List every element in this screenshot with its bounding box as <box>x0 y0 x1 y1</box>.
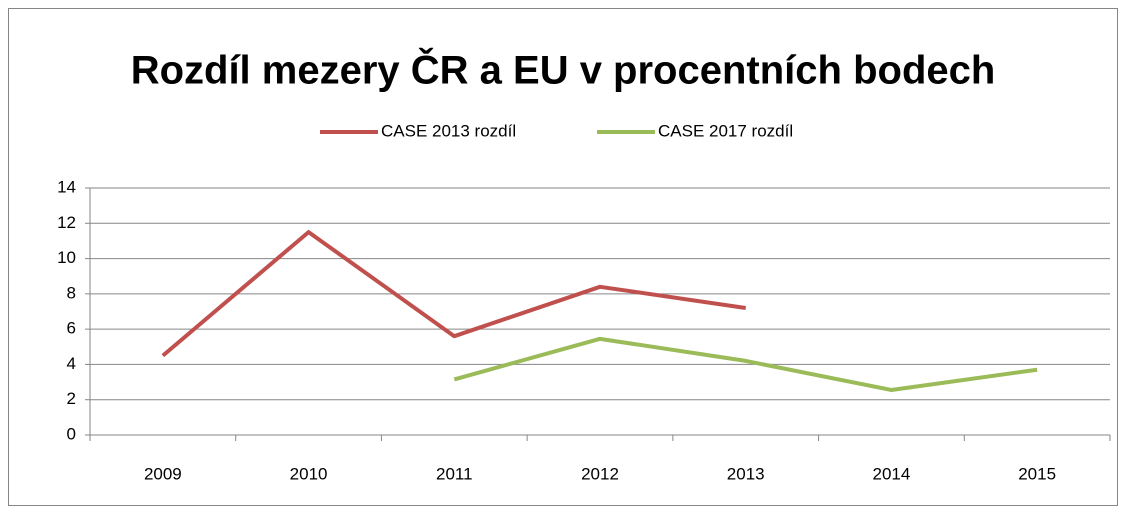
y-tick-label: 12 <box>57 213 76 232</box>
series-line <box>453 336 1038 393</box>
x-tick-label: 2014 <box>873 464 911 483</box>
x-tick-label: 2012 <box>581 464 619 483</box>
y-tick-label: 0 <box>67 424 76 443</box>
chart-frame <box>8 8 1118 506</box>
x-tick-label: 2009 <box>144 464 182 483</box>
y-tick-label: 4 <box>67 354 76 373</box>
x-tick-label: 2010 <box>290 464 328 483</box>
y-tick-label: 10 <box>57 248 76 267</box>
y-tick-label: 2 <box>67 389 76 408</box>
y-tick-label: 6 <box>67 319 76 338</box>
chart-title: Rozdíl mezery ČR a EU v procentních bode… <box>131 47 996 93</box>
legend-label: CASE 2013 rozdíl <box>381 121 516 140</box>
y-tick-label: 14 <box>57 177 76 196</box>
x-tick-label: 2011 <box>436 464 473 483</box>
x-tick-label: 2015 <box>1018 464 1056 483</box>
series-line <box>161 230 747 358</box>
x-tick-label: 2013 <box>727 464 765 483</box>
legend-label: CASE 2017 rozdíl <box>658 121 793 140</box>
y-tick-label: 8 <box>67 283 76 302</box>
